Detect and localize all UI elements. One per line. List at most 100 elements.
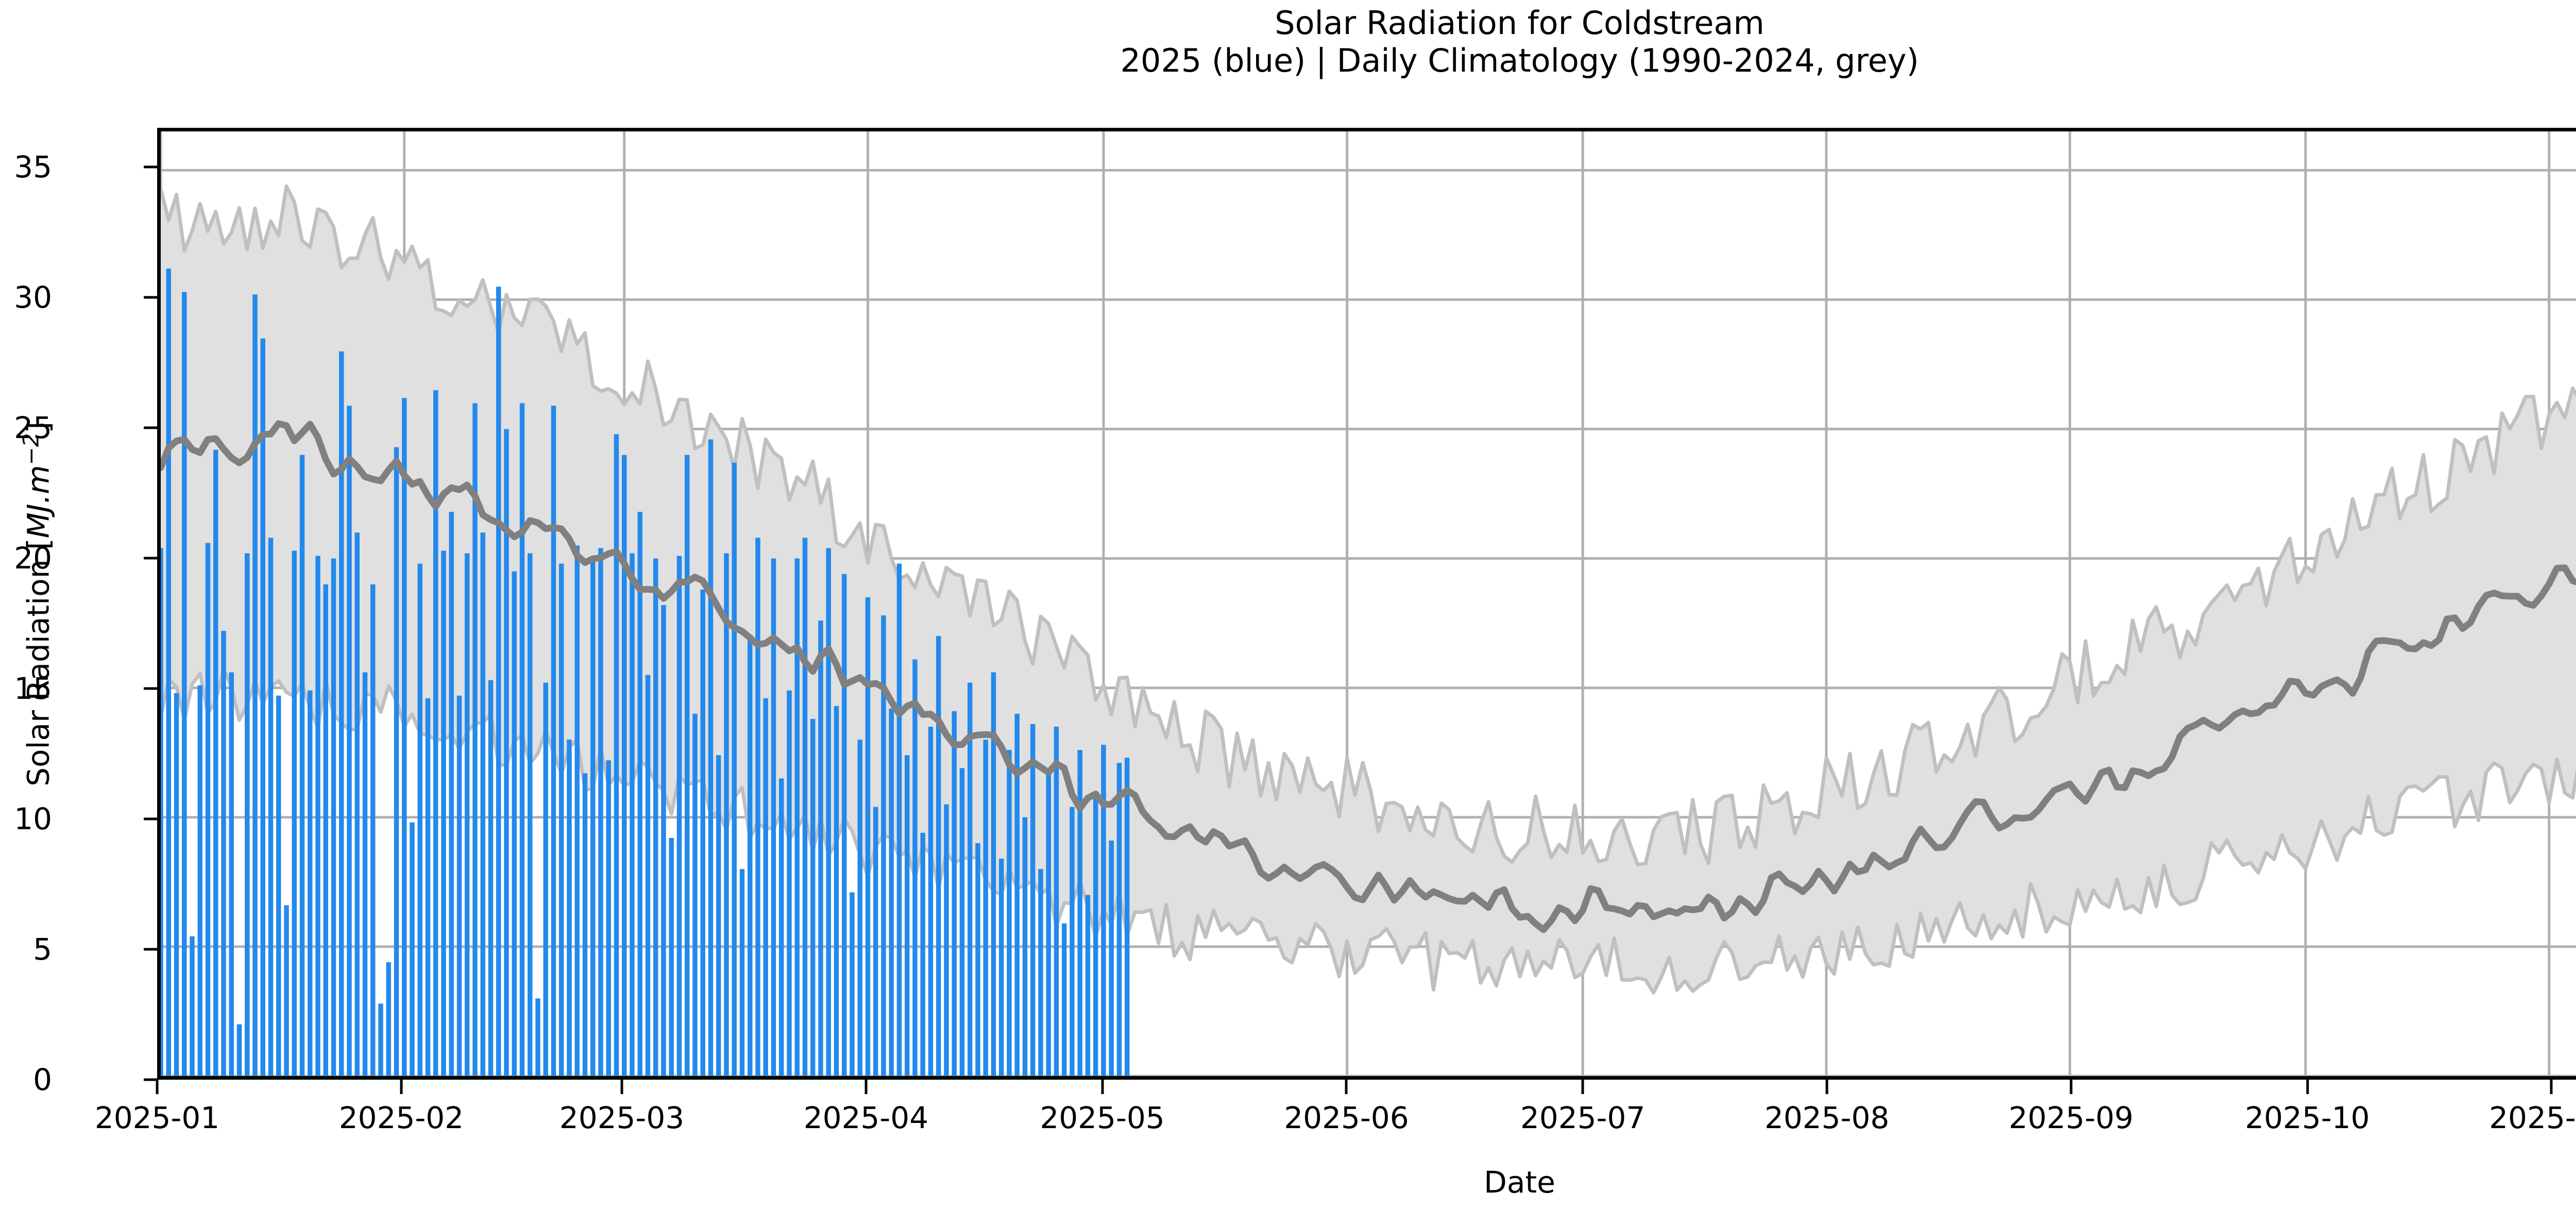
y-axis-tick-label: 35 [14, 149, 52, 184]
bar [975, 843, 980, 1076]
page-title: Solar Radiation for Coldstream [1275, 4, 1765, 42]
bar [708, 439, 714, 1076]
bar [504, 429, 509, 1076]
bar [1014, 713, 1020, 1076]
chart-data-layer [161, 184, 2576, 1076]
bar [802, 538, 808, 1076]
bar [598, 548, 603, 1076]
bar [865, 597, 871, 1076]
bar [292, 550, 297, 1076]
bar [456, 695, 462, 1076]
bar [590, 558, 596, 1076]
bar [621, 455, 627, 1076]
bar [519, 403, 525, 1076]
bar [308, 690, 313, 1076]
y-axis-label: Solar Radiation [MJ.m−2] [18, 422, 56, 786]
x-axis-tick-mark [2550, 1080, 2553, 1094]
x-axis-tick-mark [2070, 1080, 2073, 1094]
bar [174, 693, 179, 1076]
bar [614, 434, 619, 1076]
bar [1054, 727, 1059, 1076]
bar [276, 695, 281, 1076]
x-axis-tick-label: 2025-02 [338, 1100, 464, 1135]
bar [362, 672, 368, 1076]
bar [841, 574, 847, 1076]
bar [252, 294, 258, 1076]
bar [637, 512, 642, 1076]
bar [991, 672, 996, 1076]
bar [323, 584, 328, 1076]
bar [370, 584, 376, 1076]
bar [558, 563, 564, 1076]
bar [315, 556, 320, 1076]
bar [567, 740, 572, 1076]
bar [755, 538, 760, 1076]
bar [347, 406, 352, 1076]
y-axis-tick-label: 15 [14, 670, 52, 706]
bar [1022, 817, 1028, 1076]
y-axis-unit: MJ.m [21, 464, 56, 538]
x-axis-tick-mark [1345, 1080, 1348, 1094]
bar [488, 680, 494, 1076]
bar [1046, 770, 1051, 1076]
bar [1038, 869, 1043, 1076]
bar [527, 553, 533, 1076]
y-axis-tick-mark [144, 948, 157, 951]
bar [496, 287, 501, 1076]
bar [410, 822, 415, 1076]
bar [543, 682, 548, 1076]
bar [166, 269, 171, 1076]
y-axis-tick-label: 5 [33, 931, 52, 967]
bar [205, 543, 211, 1076]
y-axis-tick-mark [144, 687, 157, 690]
bar [221, 631, 226, 1076]
y-axis-tick-mark [144, 296, 157, 299]
bar [402, 398, 407, 1076]
bar [850, 892, 855, 1076]
x-axis-tick-mark [1581, 1080, 1584, 1094]
bar [268, 538, 274, 1076]
bar [378, 1003, 383, 1076]
bar [653, 558, 658, 1076]
bar [417, 563, 422, 1076]
bar [551, 406, 556, 1076]
bar [229, 672, 234, 1076]
bar [896, 563, 902, 1076]
bar [818, 620, 823, 1076]
bar [574, 545, 580, 1076]
bar [928, 727, 934, 1076]
y-axis-tick-mark [144, 817, 157, 820]
bar [425, 698, 431, 1076]
bar [441, 550, 446, 1076]
bar [284, 905, 289, 1076]
x-axis-tick-mark [865, 1080, 868, 1094]
y-axis-tick-mark [144, 426, 157, 429]
bar [983, 740, 988, 1076]
y-axis-tick-label: 0 [33, 1062, 52, 1097]
bar [810, 718, 816, 1076]
y-axis-tick-label: 20 [14, 540, 52, 576]
bar [472, 403, 478, 1076]
climatology-band-upper-edge [161, 184, 2576, 867]
climatology-band-lower-edge [161, 667, 2576, 995]
bar [1077, 750, 1082, 1076]
bar [245, 553, 250, 1076]
bar [1116, 763, 1122, 1076]
bar [661, 605, 666, 1076]
x-axis-tick-label: 2025-08 [1764, 1100, 1890, 1135]
bar [739, 869, 745, 1076]
bar [778, 778, 784, 1076]
bar [1101, 745, 1106, 1076]
x-axis-tick-label: 2025-11 [2489, 1100, 2576, 1135]
bar [787, 690, 792, 1076]
bar [480, 532, 485, 1076]
bar [197, 685, 202, 1076]
x-axis-tick-label: 2025-09 [2008, 1100, 2134, 1135]
x-axis-tick-mark [2306, 1080, 2309, 1094]
bar [1070, 807, 1075, 1076]
x-axis-tick-mark [156, 1080, 159, 1094]
bar [213, 449, 218, 1076]
bar [512, 571, 517, 1076]
bar [1030, 724, 1036, 1076]
